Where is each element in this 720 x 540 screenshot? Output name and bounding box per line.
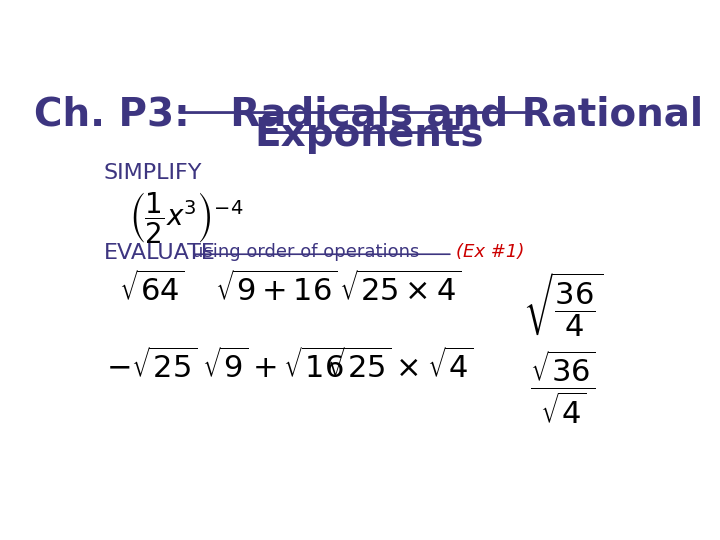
Text: SIMPLIFY: SIMPLIFY	[104, 163, 202, 183]
Text: $\sqrt{9}+\sqrt{16}$: $\sqrt{9}+\sqrt{16}$	[202, 348, 350, 384]
Text: $\sqrt{9+16}$: $\sqrt{9+16}$	[215, 271, 337, 307]
Text: $\sqrt{25 \times 4}$: $\sqrt{25 \times 4}$	[338, 271, 462, 307]
Text: $\sqrt{25} \times \sqrt{4}$: $\sqrt{25} \times \sqrt{4}$	[326, 348, 474, 384]
Text: $-\sqrt{25}$: $-\sqrt{25}$	[107, 348, 198, 384]
Text: $\left(\dfrac{1}{2}x^3\right)^{-4}$: $\left(\dfrac{1}{2}x^3\right)^{-4}$	[129, 190, 243, 245]
Text: using order of operations: using order of operations	[192, 244, 420, 261]
Text: Exponents: Exponents	[254, 117, 484, 154]
Text: Ch. P3:   Radicals and Rational: Ch. P3: Radicals and Rational	[35, 96, 703, 133]
Text: $\sqrt{64}$: $\sqrt{64}$	[119, 271, 185, 307]
Text: $\dfrac{\sqrt{36}}{\sqrt{4}}$: $\dfrac{\sqrt{36}}{\sqrt{4}}$	[530, 348, 595, 426]
Text: (Ex #1): (Ex #1)	[456, 244, 524, 261]
Text: $\sqrt{\dfrac{36}{4}}$: $\sqrt{\dfrac{36}{4}}$	[523, 271, 603, 339]
Text: EVALUATE: EVALUATE	[104, 244, 216, 264]
